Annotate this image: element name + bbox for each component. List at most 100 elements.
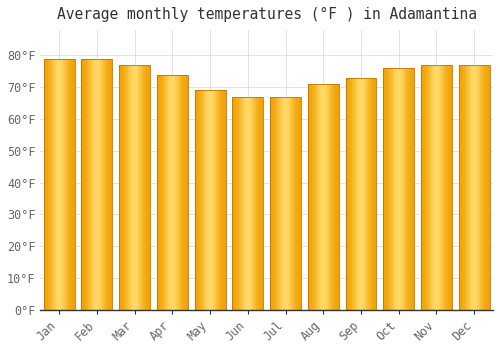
Bar <box>93 59 94 310</box>
Bar <box>475 65 476 310</box>
Bar <box>177 75 178 310</box>
Bar <box>104 59 106 310</box>
Bar <box>250 97 251 310</box>
Bar <box>297 97 298 310</box>
Bar <box>479 65 480 310</box>
Bar <box>171 75 172 310</box>
Bar <box>181 75 182 310</box>
Bar <box>404 68 405 310</box>
Bar <box>298 97 300 310</box>
Bar <box>46 59 47 310</box>
Bar <box>449 65 450 310</box>
Bar <box>187 75 188 310</box>
Bar <box>216 90 217 310</box>
Bar <box>202 90 203 310</box>
Bar <box>167 75 168 310</box>
Bar <box>422 65 424 310</box>
Bar <box>57 59 58 310</box>
Bar <box>287 97 288 310</box>
Bar <box>237 97 238 310</box>
Bar <box>197 90 198 310</box>
Bar <box>424 65 425 310</box>
Bar <box>206 90 207 310</box>
Bar <box>384 68 385 310</box>
Bar <box>127 65 128 310</box>
Bar <box>484 65 485 310</box>
Bar <box>180 75 181 310</box>
Bar <box>257 97 258 310</box>
Bar <box>97 59 98 310</box>
Bar <box>164 75 166 310</box>
Bar <box>282 97 283 310</box>
Bar <box>308 84 338 310</box>
Bar <box>70 59 71 310</box>
Bar <box>82 59 112 310</box>
Bar <box>160 75 161 310</box>
Bar <box>283 97 284 310</box>
Bar <box>421 65 422 310</box>
Bar <box>49 59 50 310</box>
Bar <box>370 78 371 310</box>
Bar <box>258 97 260 310</box>
Bar <box>288 97 290 310</box>
Bar <box>410 68 411 310</box>
Bar <box>432 65 434 310</box>
Bar <box>313 84 314 310</box>
Bar <box>412 68 414 310</box>
Bar <box>481 65 482 310</box>
Bar <box>346 78 347 310</box>
Bar <box>172 75 173 310</box>
Bar <box>357 78 358 310</box>
Bar <box>83 59 84 310</box>
Bar <box>365 78 366 310</box>
Bar <box>300 97 301 310</box>
Bar <box>362 78 364 310</box>
Bar <box>334 84 335 310</box>
Bar <box>458 65 460 310</box>
Bar <box>464 65 465 310</box>
Bar <box>327 84 328 310</box>
Bar <box>53 59 54 310</box>
Bar <box>45 59 46 310</box>
Bar <box>183 75 184 310</box>
Bar <box>64 59 66 310</box>
Bar <box>204 90 206 310</box>
Bar <box>285 97 286 310</box>
Bar <box>102 59 103 310</box>
Bar <box>409 68 410 310</box>
Bar <box>92 59 93 310</box>
Bar <box>320 84 321 310</box>
Bar <box>211 90 212 310</box>
Bar <box>489 65 490 310</box>
Bar <box>360 78 361 310</box>
Bar <box>374 78 375 310</box>
Bar <box>107 59 108 310</box>
Bar <box>168 75 170 310</box>
Bar <box>467 65 468 310</box>
Bar <box>90 59 92 310</box>
Bar <box>469 65 470 310</box>
Bar <box>462 65 464 310</box>
Bar <box>147 65 148 310</box>
Bar <box>351 78 352 310</box>
Bar <box>276 97 277 310</box>
Bar <box>425 65 426 310</box>
Bar <box>290 97 291 310</box>
Bar <box>385 68 386 310</box>
Bar <box>292 97 294 310</box>
Bar <box>262 97 264 310</box>
Bar <box>400 68 401 310</box>
Bar <box>485 65 486 310</box>
Bar <box>122 65 123 310</box>
Bar <box>384 68 414 310</box>
Bar <box>411 68 412 310</box>
Bar <box>82 59 83 310</box>
Bar <box>331 84 332 310</box>
Bar <box>252 97 253 310</box>
Bar <box>241 97 242 310</box>
Bar <box>173 75 174 310</box>
Bar <box>371 78 372 310</box>
Bar <box>69 59 70 310</box>
Bar <box>405 68 406 310</box>
Bar <box>251 97 252 310</box>
